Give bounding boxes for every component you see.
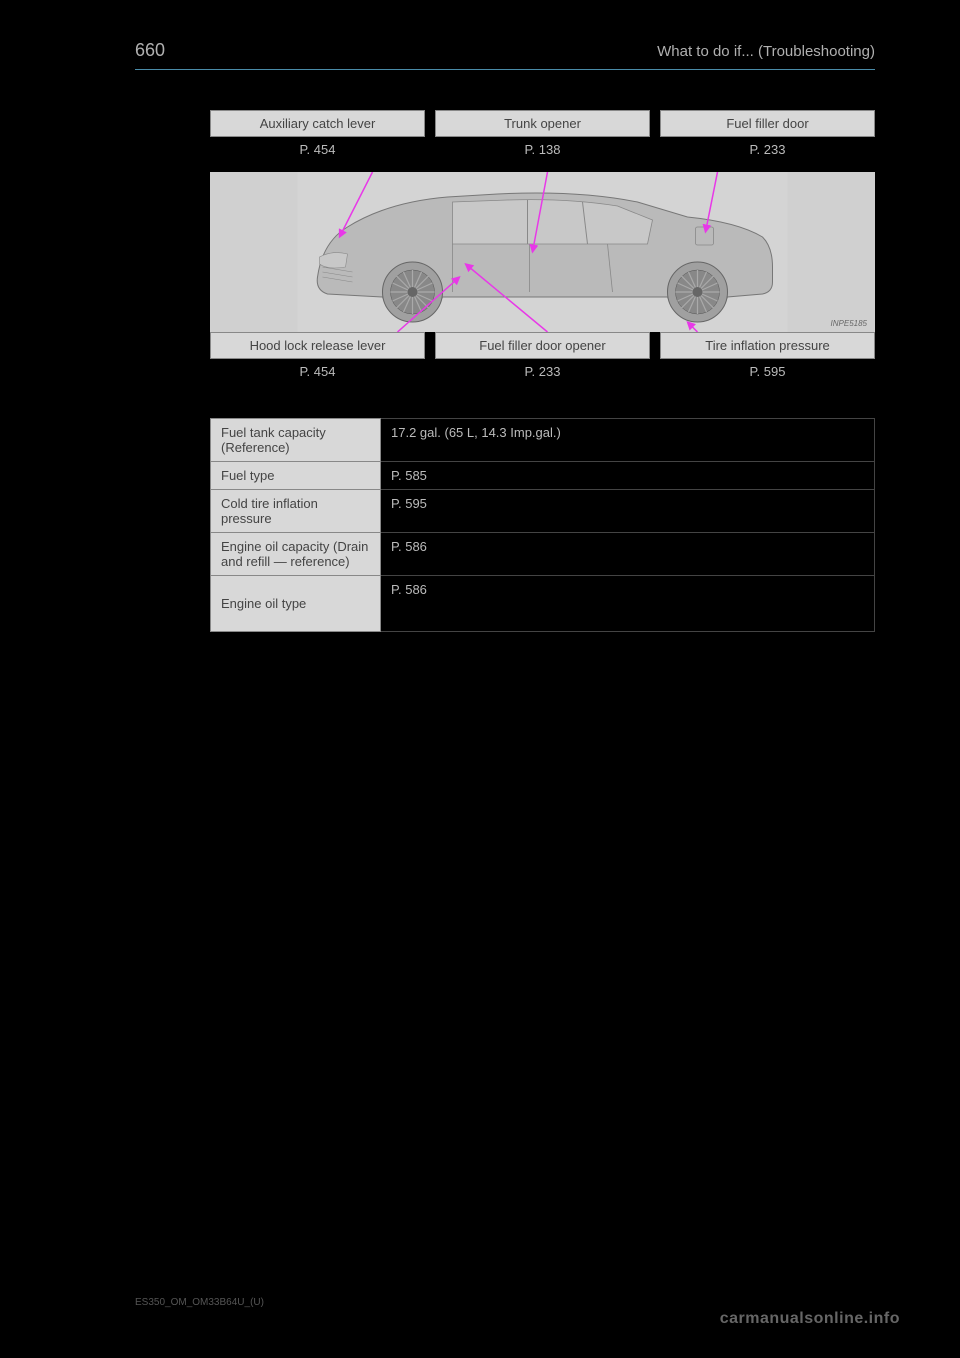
spec-label: Cold tire inflation pressure (211, 490, 381, 533)
header-divider (135, 69, 875, 70)
page-ref: P. 233 (660, 139, 875, 160)
page-ref: P. 233 (435, 361, 650, 382)
spec-value: P. 586 (381, 576, 875, 632)
page-number: 660 (135, 40, 165, 61)
table-row: Fuel tank capacity (Reference) 17.2 gal.… (211, 419, 875, 462)
callout-hood-lock: Hood lock release lever (210, 332, 425, 359)
callout-auxiliary-catch: Auxiliary catch lever (210, 110, 425, 137)
spec-value: P. 586 (381, 533, 875, 576)
page-ref: P. 454 (210, 361, 425, 382)
car-diagram: INPE5185 (210, 172, 875, 332)
footer-watermark: carmanualsonline.info (720, 1310, 900, 1328)
diagram-label: INPE5185 (831, 319, 867, 328)
spec-label: Fuel type (211, 462, 381, 490)
car-illustration (210, 172, 875, 332)
table-row: Cold tire inflation pressure P. 595 (211, 490, 875, 533)
page-ref: P. 454 (210, 139, 425, 160)
diagram-section: Auxiliary catch lever Trunk opener Fuel … (210, 110, 875, 382)
header-title: What to do if... (Troubleshooting) (657, 43, 875, 60)
callout-fuel-door-opener: Fuel filler door opener (435, 332, 650, 359)
table-row: Fuel type P. 585 (211, 462, 875, 490)
spec-value: 17.2 gal. (65 L, 14.3 Imp.gal.) (381, 419, 875, 462)
spec-label: Fuel tank capacity (Reference) (211, 419, 381, 462)
top-page-ref-row: P. 454 P. 138 P. 233 (210, 139, 875, 160)
footer-document-id: ES350_OM_OM33B64U_(U) (135, 1297, 264, 1308)
page-container: 660 What to do if... (Troubleshooting) A… (0, 0, 960, 632)
bottom-callout-row: Hood lock release lever Fuel filler door… (210, 332, 875, 359)
content-area: Auxiliary catch lever Trunk opener Fuel … (135, 110, 875, 632)
table-row: Engine oil type P. 586 (211, 576, 875, 632)
spec-value: P. 595 (381, 490, 875, 533)
callout-tire-pressure: Tire inflation pressure (660, 332, 875, 359)
bottom-page-ref-row: P. 454 P. 233 P. 595 (210, 361, 875, 382)
top-callout-row: Auxiliary catch lever Trunk opener Fuel … (210, 110, 875, 137)
page-ref: P. 595 (660, 361, 875, 382)
callout-trunk-opener: Trunk opener (435, 110, 650, 137)
spec-label: Engine oil type (211, 576, 381, 632)
spec-value: P. 585 (381, 462, 875, 490)
page-ref: P. 138 (435, 139, 650, 160)
callout-fuel-filler-door: Fuel filler door (660, 110, 875, 137)
spec-label: Engine oil capacity (Drain and refill — … (211, 533, 381, 576)
table-row: Engine oil capacity (Drain and refill — … (211, 533, 875, 576)
page-header: 660 What to do if... (Troubleshooting) (135, 40, 875, 61)
specs-table: Fuel tank capacity (Reference) 17.2 gal.… (210, 418, 875, 632)
